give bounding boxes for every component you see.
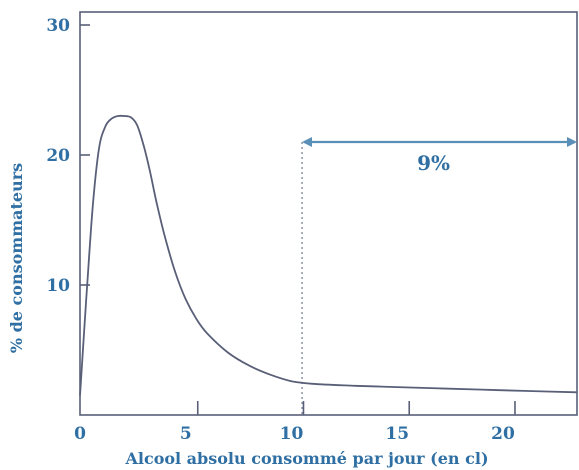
series-layer — [79, 114, 578, 396]
annotations: 9% — [301, 137, 577, 415]
y-tick-label: 10 — [46, 276, 70, 296]
plot-frame — [79, 11, 578, 416]
percent-annotation: 9% — [417, 151, 450, 175]
y-axis-title: % de consommateurs — [7, 163, 26, 353]
x-axis-title: Alcool absolu consommé par jour (en cl) — [124, 449, 488, 468]
x-tick-label: 15 — [385, 424, 409, 444]
x-tick-label: 5 — [180, 424, 192, 444]
x-tick-label: 20 — [491, 424, 515, 444]
consumption-curve — [79, 114, 578, 396]
x-tick-label: 0 — [74, 424, 86, 444]
x-tick-label: 10 — [280, 424, 304, 444]
y-tick-label: 20 — [46, 146, 70, 166]
ticks-layer: 0 5 10 15 20 10 20 30 — [46, 16, 516, 444]
y-tick-label: 30 — [46, 16, 70, 36]
plot-border — [79, 11, 578, 416]
